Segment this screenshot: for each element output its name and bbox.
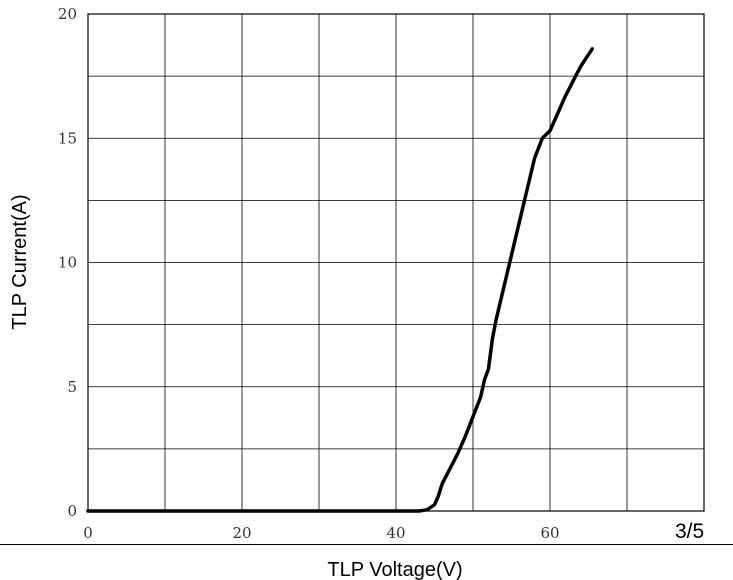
tick-labels: 0 20 40 60 0 5 10 15 20 xyxy=(58,5,560,542)
grid-lines xyxy=(88,14,704,511)
page-number: 3/5 xyxy=(675,520,705,543)
y-tick-label: 0 xyxy=(67,502,77,520)
y-axis-title: TLP Current(A) xyxy=(9,194,31,329)
x-axis-title: TLP Voltage(V) xyxy=(327,559,462,580)
y-tick-label: 15 xyxy=(58,129,77,147)
series-line xyxy=(86,47,595,513)
x-tick-label: 0 xyxy=(83,524,93,542)
y-tick-label: 10 xyxy=(58,254,77,272)
x-tick-label: 40 xyxy=(386,524,405,542)
y-tick-label: 5 xyxy=(67,378,77,396)
data-series xyxy=(86,47,595,513)
x-tick-label: 20 xyxy=(232,524,251,542)
y-tick-label: 20 xyxy=(58,5,77,23)
footer-rule xyxy=(0,544,733,545)
x-tick-label: 60 xyxy=(540,524,559,542)
